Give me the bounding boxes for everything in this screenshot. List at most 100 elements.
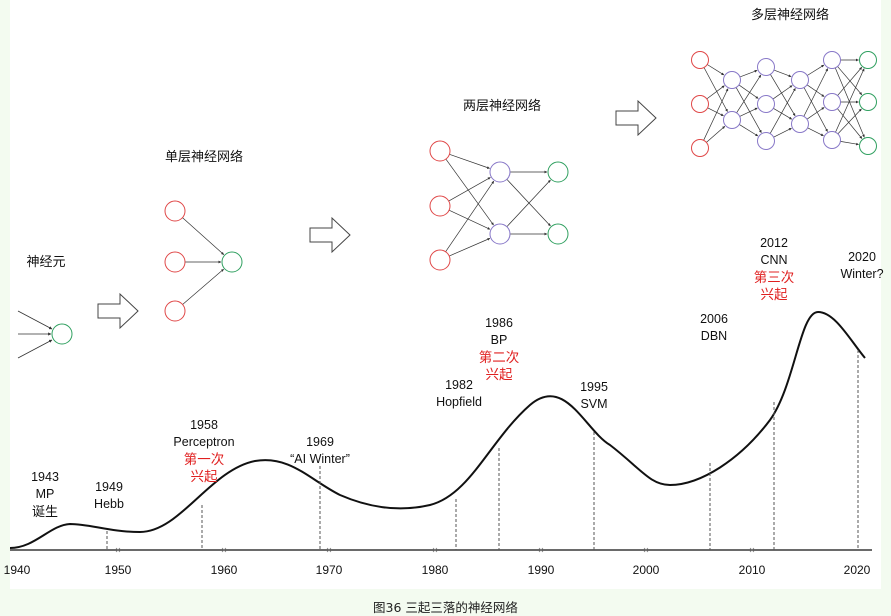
connection-line: [803, 87, 828, 132]
connection-line: [735, 87, 762, 133]
axis-tick-mark: [643, 547, 649, 553]
network-node: [823, 131, 841, 149]
connection-line: [837, 108, 863, 139]
connection-line: [506, 179, 551, 227]
network-node: [691, 139, 709, 157]
connection-line: [806, 84, 825, 97]
network-node: [757, 95, 775, 113]
event-2006: 2006 DBN: [700, 312, 728, 343]
network-node: [823, 93, 841, 111]
connection-line: [834, 67, 865, 138]
event-1949: 1949 Hebb: [94, 480, 124, 511]
connection-line: [739, 107, 758, 117]
connection-line: [448, 177, 491, 202]
connection-line: [840, 141, 859, 146]
connection-line: [706, 85, 725, 100]
connection-line: [769, 88, 796, 134]
network-node: [757, 132, 775, 150]
event-1943: 1943 MP 诞生: [31, 470, 59, 519]
network-node: [164, 251, 186, 273]
connection-line: [773, 127, 792, 138]
network-node: [429, 195, 451, 217]
connection-line: [773, 69, 792, 78]
network-node: [791, 71, 809, 89]
tick-1940: 1940: [3, 563, 31, 577]
connection-line: [736, 74, 762, 114]
network-node: [723, 71, 741, 89]
two-layer-network-graphic: [429, 140, 569, 271]
connection-line: [739, 124, 759, 137]
connection-line: [707, 107, 724, 117]
figure-caption: 图36 三起三落的神经网络: [373, 600, 518, 615]
network-node: [859, 93, 877, 111]
single-layer-title: 单层神经网络: [164, 149, 244, 164]
axis-tick-mark: [538, 547, 544, 553]
connection-line: [449, 153, 490, 169]
connection-line: [448, 209, 491, 230]
connection-line: [739, 69, 758, 78]
network-node: [757, 58, 775, 76]
connection-line: [738, 84, 759, 99]
axis-tick-mark: [326, 547, 332, 553]
neuron-title: 神经元: [26, 254, 66, 269]
history-curve: [10, 310, 866, 549]
network-node: [164, 200, 186, 222]
two-layer-title: 两层神经网络: [462, 98, 542, 113]
connection-line: [803, 68, 829, 117]
network-node: [429, 140, 451, 162]
transition-arrow-3: [615, 99, 657, 137]
event-2012: 2012 CNN 第三次 兴起: [753, 236, 795, 302]
transition-arrow-1: [97, 292, 139, 330]
network-node: [547, 223, 569, 245]
connection-line: [707, 64, 725, 76]
network-node: [221, 251, 243, 273]
network-node: [489, 161, 511, 183]
event-1986: 1986 BP 第二次 兴起: [478, 316, 520, 382]
event-1995: 1995 SVM: [580, 380, 608, 411]
network-node: [859, 137, 877, 155]
connection-line: [506, 179, 551, 227]
axis-tick-marks: [115, 547, 755, 553]
tick-1950: 1950: [104, 563, 132, 577]
event-lines: [106, 350, 859, 550]
connection-line: [445, 158, 494, 226]
axis-tick-mark: [749, 547, 755, 553]
multi-layer-title: 多层神经网络: [750, 7, 830, 22]
event-1958: 1958 Perceptron 第一次 兴起: [173, 418, 235, 484]
connection-line: [770, 74, 796, 117]
transition-arrow-2: [309, 216, 351, 254]
connection-line: [807, 64, 825, 76]
tick-1970: 1970: [315, 563, 343, 577]
tick-2020: 2020: [843, 563, 871, 577]
network-node: [691, 95, 709, 113]
network-node: [859, 51, 877, 69]
connection-line: [835, 68, 865, 133]
connection-line: [772, 85, 793, 100]
tick-2010: 2010: [738, 563, 766, 577]
connection-line: [703, 88, 729, 141]
connection-line: [445, 180, 495, 252]
connection-line: [837, 66, 863, 96]
connection-line: [806, 107, 825, 120]
event-1982: 1982 Hopfield: [436, 378, 482, 409]
tick-1960: 1960: [210, 563, 238, 577]
connection-line: [706, 125, 726, 143]
connection-line: [703, 67, 728, 112]
neural-network-history-diagram: [10, 51, 877, 553]
network-node: [791, 115, 809, 133]
single-layer-network-graphic: [164, 200, 243, 322]
connection-line: [449, 238, 491, 257]
neuron-graphic: [17, 310, 73, 359]
multi-layer-network-graphic: [691, 51, 877, 157]
network-node: [164, 300, 186, 322]
axis-tick-mark: [221, 547, 227, 553]
network-node: [723, 111, 741, 129]
axis-tick-mark: [115, 547, 121, 553]
network-node: [823, 51, 841, 69]
connection-line: [182, 268, 224, 305]
event-1969: 1969 “AI Winter”: [290, 435, 350, 466]
network-node: [547, 161, 569, 183]
network-node: [489, 223, 511, 245]
tick-1980: 1980: [421, 563, 449, 577]
